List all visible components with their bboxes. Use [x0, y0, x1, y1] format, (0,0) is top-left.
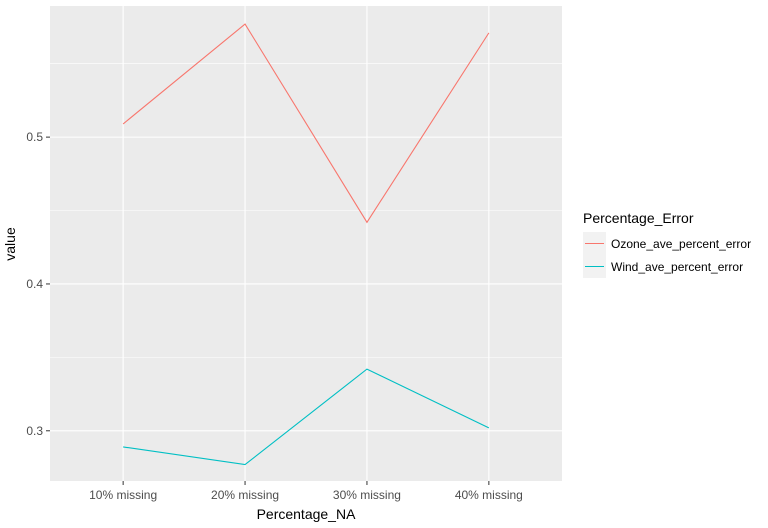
plot-panel [50, 6, 562, 481]
series-line [123, 368, 490, 466]
x-tick-label: 20% missing [211, 488, 279, 502]
grid-major [50, 6, 562, 481]
x-axis: 10% missing 20% missing 30% missing 40% mis… [89, 481, 523, 502]
x-tick-label: 10% missing [89, 488, 157, 502]
legend-title: Percentage_Error [583, 210, 694, 226]
series-layer [122, 23, 490, 466]
y-tick-label: 0.5 [26, 130, 43, 144]
x-axis-title: Percentage_NA [257, 506, 357, 522]
x-tick-label: 40% missing [455, 488, 523, 502]
y-axis: 0.3 0.4 0.5 [26, 130, 50, 438]
y-axis-title: value [2, 227, 18, 261]
legend-label: Wind_ave_percent_error [611, 260, 743, 274]
legend: Percentage_Error Ozone_ave_percent_error… [583, 210, 751, 278]
x-tick-label: 30% missing [333, 488, 401, 502]
grid-minor [50, 63, 562, 358]
y-tick-label: 0.4 [26, 277, 43, 291]
y-tick-label: 0.3 [26, 424, 43, 438]
series-line [122, 23, 490, 224]
legend-label: Ozone_ave_percent_error [611, 237, 751, 251]
